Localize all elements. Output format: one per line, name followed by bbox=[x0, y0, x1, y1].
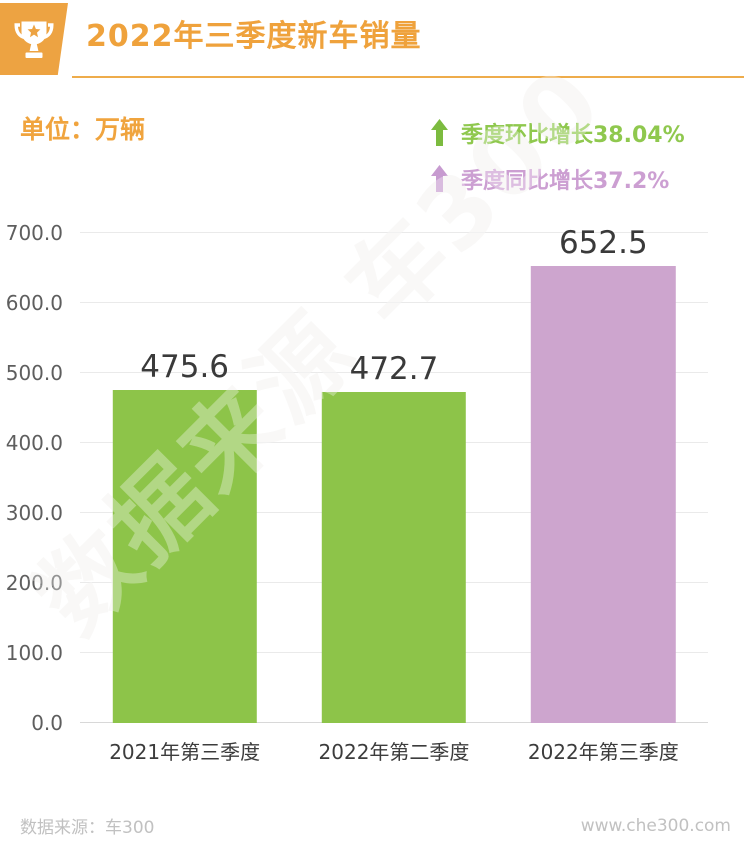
y-axis-tick-label: 500.0 bbox=[5, 361, 63, 385]
bar-slot: 475.6 2021年第三季度 bbox=[80, 233, 289, 764]
bar-slot: 652.5 2022年第三季度 bbox=[499, 228, 708, 764]
legend-label-yoy: 季度同比增长37.2% bbox=[461, 168, 670, 194]
up-arrow-icon-purple bbox=[431, 165, 448, 192]
data-source-label: 数据来源：车300 bbox=[20, 818, 155, 838]
legend-item-qoq: 季度环比增长38.04% bbox=[431, 118, 685, 148]
bars-container: 475.6 2021年第三季度 472.7 2022年第二季度 652.5 2022年第三… bbox=[80, 228, 708, 764]
chart-legend: 季度环比增长38.04% 季度同比增长37.2% bbox=[431, 118, 685, 194]
gridline-600 bbox=[80, 302, 708, 303]
y-axis-tick-label: 700.0 bbox=[5, 221, 63, 245]
bar-chart-plot-area: 475.6 2021年第三季度 472.7 2022年第二季度 652.5 2022年第三… bbox=[6, 223, 708, 764]
up-arrow-icon-green bbox=[431, 119, 448, 146]
bar-2021年第三季度 bbox=[112, 390, 257, 723]
category-label: 2022年第二季度 bbox=[318, 740, 470, 764]
bar-value-label: 472.7 bbox=[349, 351, 439, 388]
trophy-icon bbox=[14, 21, 54, 58]
bar-value-label: 652.5 bbox=[558, 225, 648, 262]
header-divider bbox=[72, 76, 744, 78]
unit-label: 单位：万辆 bbox=[20, 115, 146, 144]
gridline-700 bbox=[80, 232, 708, 233]
bar-value-label: 475.6 bbox=[140, 349, 230, 386]
y-axis-tick-label: 0.0 bbox=[31, 711, 63, 735]
legend-item-yoy: 季度同比增长37.2% bbox=[431, 164, 685, 194]
legend-label-qoq: 季度环比增长38.04% bbox=[461, 122, 685, 148]
y-axis-tick-label: 200.0 bbox=[5, 571, 63, 595]
bar-2022年第二季度 bbox=[321, 392, 467, 723]
bar-slot: 472.7 2022年第二季度 bbox=[289, 233, 498, 764]
y-axis-tick-label: 400.0 bbox=[5, 431, 63, 455]
y-axis-tick-label: 600.0 bbox=[5, 291, 63, 315]
category-label: 2022年第三季度 bbox=[527, 740, 679, 764]
gridline-500 bbox=[80, 372, 708, 373]
trophy-badge bbox=[0, 3, 68, 75]
y-axis-tick-label: 100.0 bbox=[5, 641, 63, 665]
bar-2022年第三季度 bbox=[531, 266, 676, 723]
footer: 数据来源：车300 www.che300.com bbox=[20, 813, 731, 839]
category-label: 2021年第三季度 bbox=[109, 740, 261, 764]
y-axis-tick-label: 300.0 bbox=[5, 501, 63, 525]
website-label: www.che300.com bbox=[580, 815, 731, 836]
page-title: 2022年三季度新车销量 bbox=[86, 19, 422, 54]
